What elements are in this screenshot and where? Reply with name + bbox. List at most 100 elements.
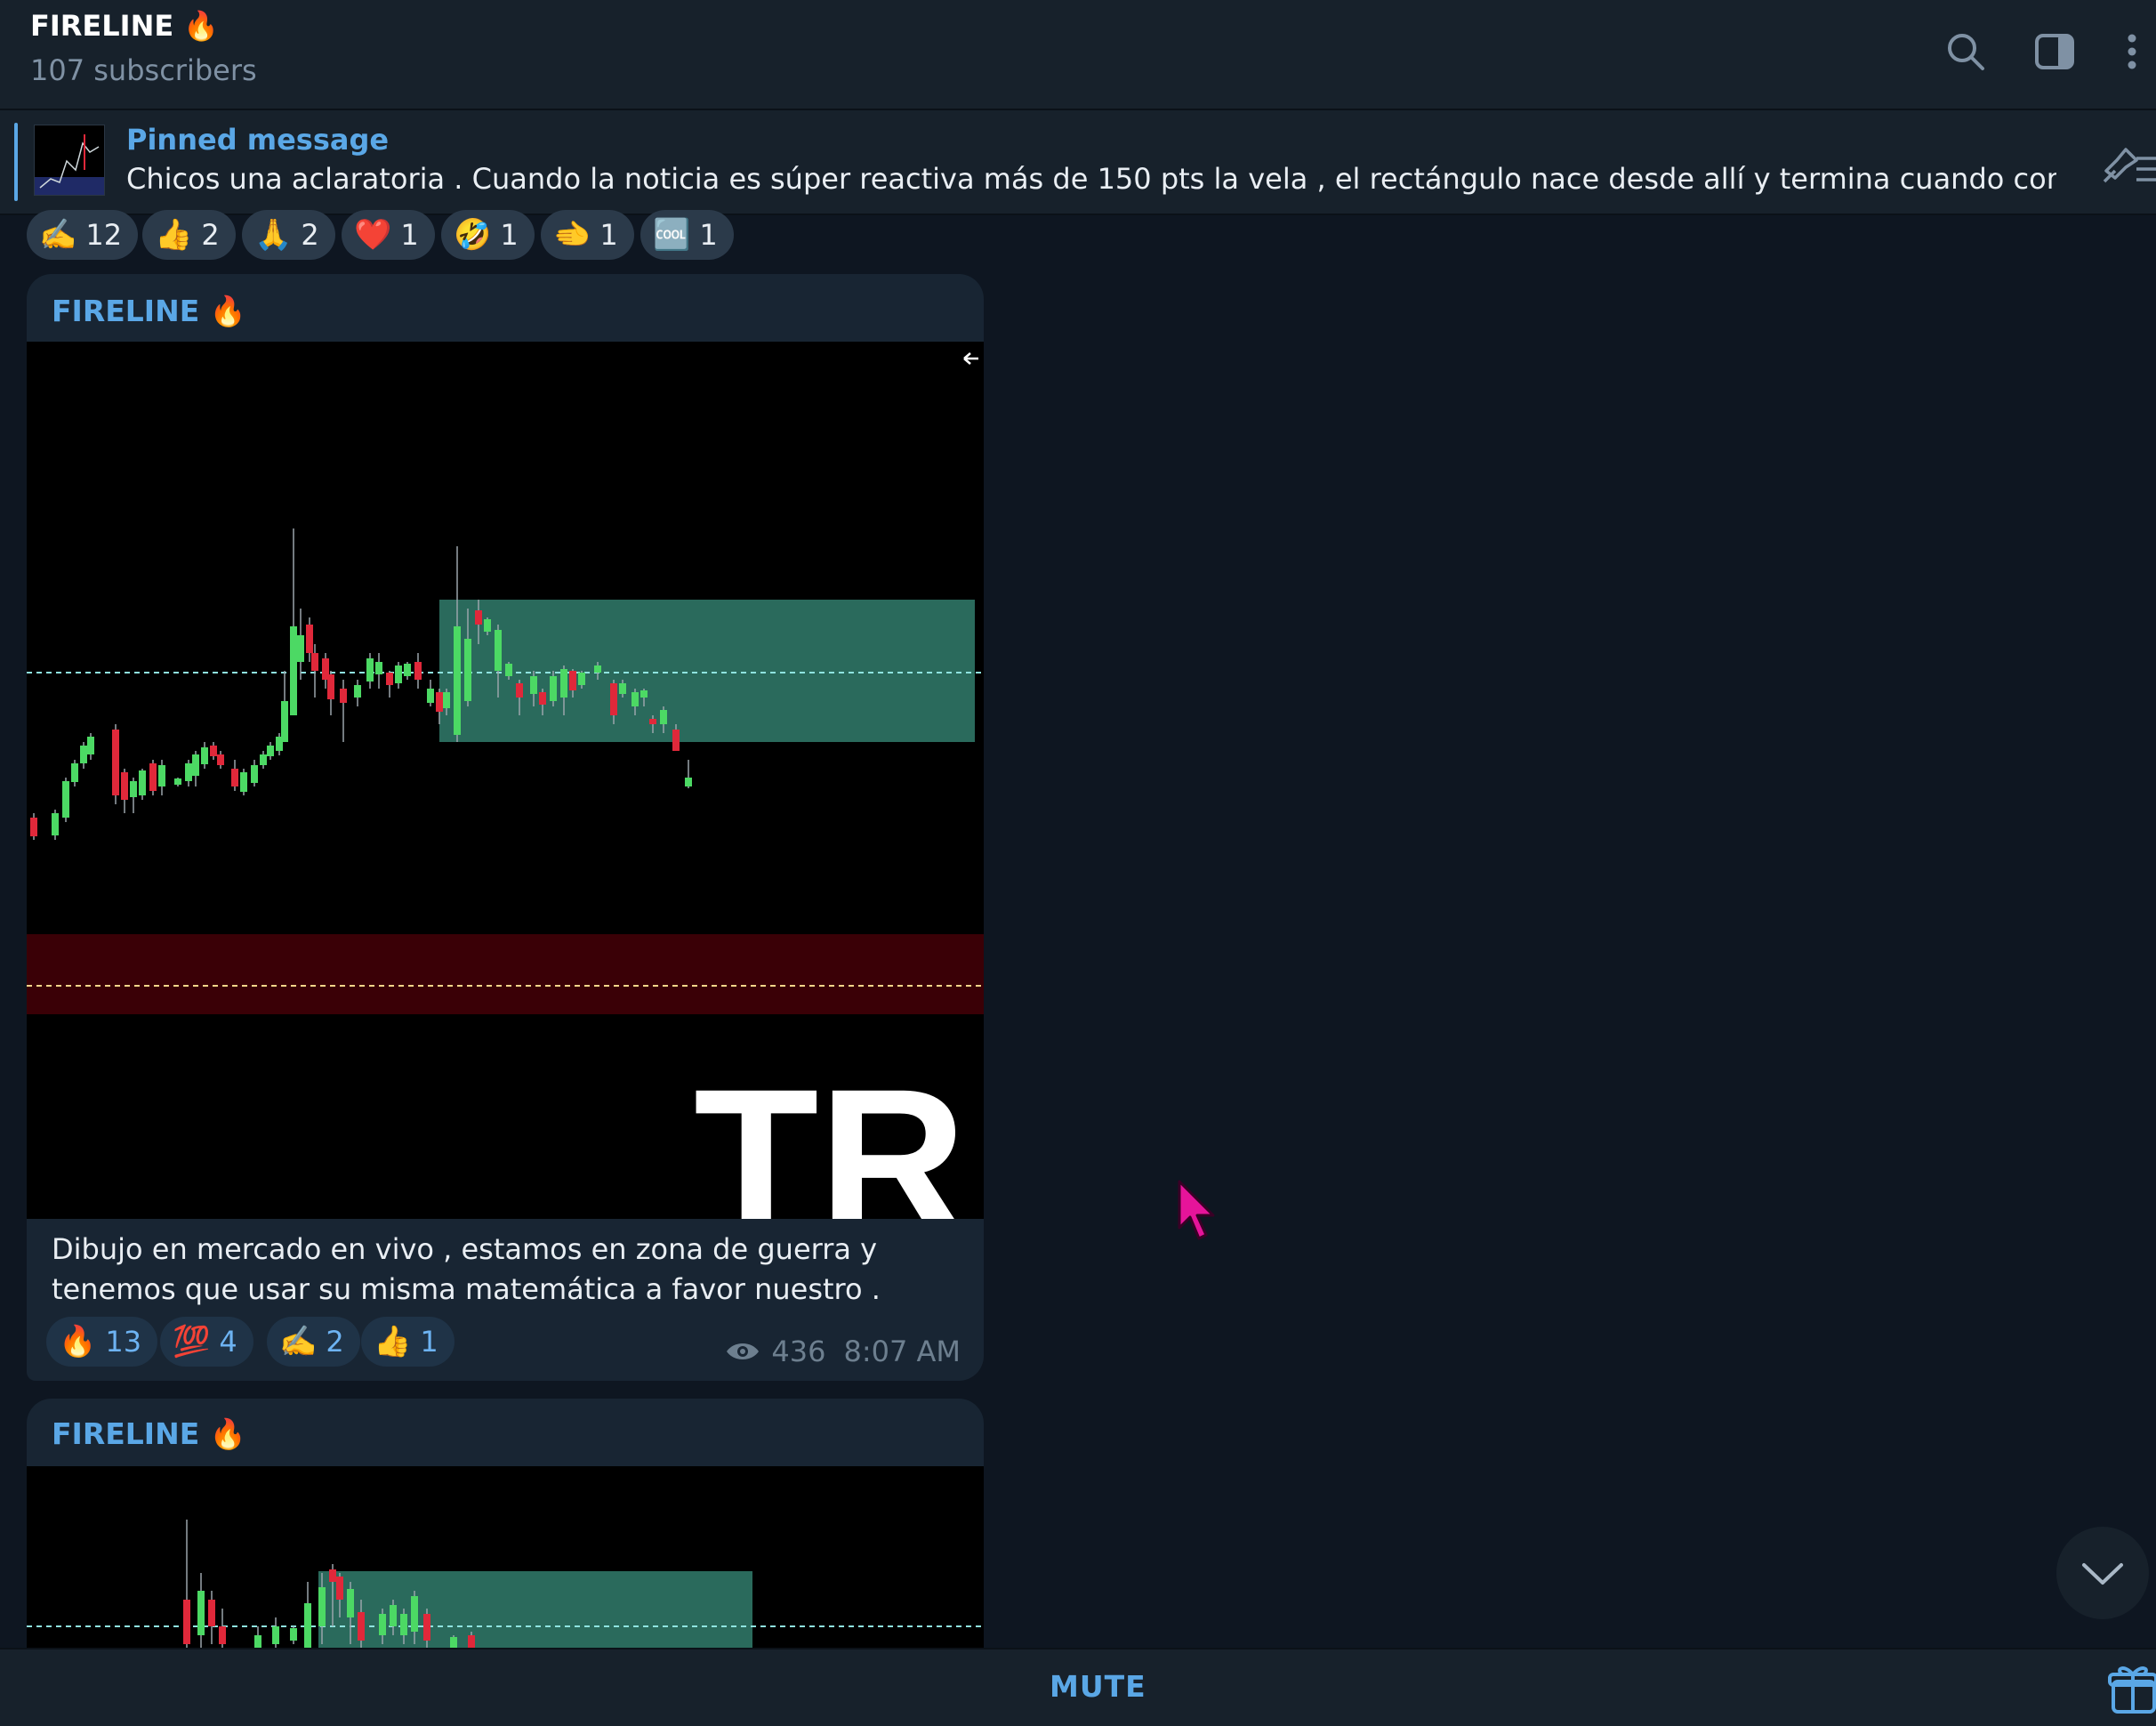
candle-body <box>139 770 146 795</box>
candle-body <box>281 701 288 742</box>
eye-icon <box>727 1343 760 1359</box>
thumbs-up-icon: 👍 <box>374 1324 412 1359</box>
candle-body <box>347 1589 354 1617</box>
search-icon[interactable] <box>1939 25 1992 78</box>
candle-body <box>404 664 411 676</box>
reaction-chip-writing-hand[interactable]: ✍️ 2 <box>267 1317 360 1367</box>
candle-body <box>272 1626 279 1644</box>
candle-body <box>475 610 482 625</box>
candle-body <box>569 671 576 690</box>
pinned-indicator <box>14 123 18 201</box>
reaction-count: 2 <box>326 1325 344 1359</box>
candle-body <box>251 765 258 783</box>
leftward-hand-icon: 🫲 <box>553 217 591 253</box>
candle-body <box>297 635 304 662</box>
reaction-chip-hundred[interactable]: 💯 4 <box>160 1317 253 1367</box>
reaction-chip-thumbs-up[interactable]: 👍 1 <box>361 1317 455 1367</box>
hundred-icon: 💯 <box>173 1324 211 1359</box>
candle-body <box>685 778 692 786</box>
scroll-down-button[interactable] <box>2056 1527 2149 1619</box>
candle-body <box>217 754 224 765</box>
candle-body <box>427 689 434 703</box>
reaction-chip-writing-hand[interactable]: ✍️ 12 <box>27 210 139 260</box>
reaction-chip-hand[interactable]: 🫲 1 <box>541 210 634 260</box>
reaction-count: 2 <box>201 218 220 252</box>
more-vertical-icon[interactable] <box>2108 25 2156 78</box>
candle-body <box>304 1603 311 1653</box>
candle-body <box>318 1587 326 1626</box>
candle-body <box>306 625 313 653</box>
candle-body <box>208 1600 215 1626</box>
candle-body <box>619 683 626 694</box>
message-sender[interactable]: FIRELINE 🔥 <box>52 294 246 328</box>
reaction-count: 12 <box>85 218 123 252</box>
reaction-chip-cool[interactable]: 🆒 1 <box>640 210 734 260</box>
pinned-text: Chicos una aclaratoria . Cuando la notic… <box>126 162 2056 196</box>
view-count: 436 <box>771 1335 826 1368</box>
candle-body <box>174 778 181 785</box>
gift-icon[interactable] <box>2108 1662 2156 1715</box>
writing-hand-icon: ✍️ <box>39 217 77 253</box>
chart-image[interactable] <box>27 1466 984 1653</box>
candle-body <box>375 662 382 674</box>
thumbs-up-icon: 👍 <box>155 217 193 253</box>
pinned-thumbnail <box>34 125 105 196</box>
candle-body <box>395 665 402 683</box>
candle-body <box>276 737 283 751</box>
candle-body <box>62 781 69 818</box>
candle-body <box>539 692 546 705</box>
candle-body <box>254 1635 261 1649</box>
candle-body <box>197 1591 205 1635</box>
reaction-chip-rofl[interactable]: 🤣 1 <box>441 210 535 260</box>
candle-body <box>130 781 137 797</box>
chevron-down-icon <box>2082 1563 2123 1585</box>
candle-body <box>464 639 471 701</box>
candle-body <box>640 690 648 698</box>
candle-body <box>411 1596 418 1632</box>
candle-body <box>386 673 393 685</box>
candle-body <box>260 754 267 765</box>
candle-body <box>443 692 450 708</box>
candle-body <box>231 769 238 786</box>
candle-body <box>414 662 422 680</box>
reaction-count: 1 <box>420 1325 438 1359</box>
cool-icon: 🆒 <box>653 217 691 253</box>
pinned-label: Pinned message <box>126 123 390 157</box>
candle-body <box>149 763 157 791</box>
candle-body <box>672 730 680 751</box>
mute-button[interactable]: MUTE <box>1050 1669 1146 1704</box>
candle-body <box>71 763 78 782</box>
message-bubble[interactable]: FIRELINE 🔥 TR Dibujo en mercado en vivo … <box>27 274 984 1381</box>
candle-body <box>290 1628 297 1641</box>
reaction-count: 4 <box>219 1325 237 1359</box>
candle-body <box>484 619 491 632</box>
reaction-count: 2 <box>301 218 319 252</box>
candle-body <box>366 658 374 682</box>
reaction-chip-heart[interactable]: ❤️ 1 <box>342 210 435 260</box>
pinned-message-bar[interactable]: Pinned message Chicos una aclaratoria . … <box>0 110 2156 215</box>
candle-body <box>311 653 318 671</box>
chat-header: FIRELINE 🔥 107 subscribers <box>0 0 2156 110</box>
candle-body <box>30 818 37 836</box>
reaction-chip-pray[interactable]: 🙏 2 <box>242 210 335 260</box>
chart-image[interactable]: TR <box>27 342 984 1219</box>
message-bubble[interactable]: FIRELINE 🔥 <box>27 1399 984 1666</box>
candle-body <box>505 664 512 676</box>
sidebar-toggle-icon[interactable] <box>2028 25 2081 78</box>
candle-body <box>185 763 192 781</box>
candle-body <box>112 730 119 795</box>
candle-body <box>340 689 347 703</box>
heart-icon: ❤️ <box>354 217 392 253</box>
candle-body <box>468 1635 475 1648</box>
candle-body <box>550 676 557 701</box>
candle-body <box>649 719 656 724</box>
pinned-list-icon[interactable] <box>2099 141 2156 194</box>
message-time: 8:07 AM <box>843 1335 961 1368</box>
candle-body <box>530 676 537 694</box>
channel-title[interactable]: FIRELINE 🔥 <box>30 9 220 43</box>
reaction-chip-fire[interactable]: 🔥 13 <box>46 1317 158 1367</box>
reaction-count: 13 <box>105 1325 142 1359</box>
message-sender[interactable]: FIRELINE 🔥 <box>52 1416 246 1451</box>
candle-body <box>219 1626 226 1644</box>
reaction-chip-thumbs-up[interactable]: 👍 2 <box>142 210 236 260</box>
